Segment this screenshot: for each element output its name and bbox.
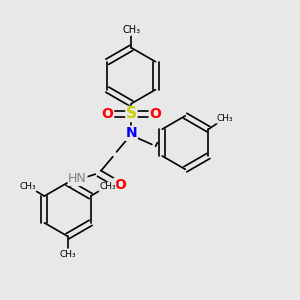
Text: CH₃: CH₃: [217, 114, 233, 123]
Text: CH₃: CH₃: [19, 182, 36, 191]
Text: N: N: [126, 126, 137, 140]
Text: CH₃: CH₃: [59, 250, 76, 259]
Text: O: O: [102, 107, 114, 121]
Text: S: S: [126, 106, 137, 122]
Text: HN: HN: [68, 172, 87, 185]
Text: CH₃: CH₃: [122, 25, 140, 35]
Text: CH₃: CH₃: [99, 182, 116, 191]
Text: O: O: [149, 107, 161, 121]
Text: O: O: [114, 178, 126, 192]
